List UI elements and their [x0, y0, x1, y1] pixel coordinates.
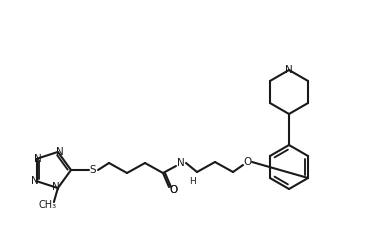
Text: N: N: [34, 154, 42, 164]
Text: N: N: [52, 182, 60, 192]
Text: O: O: [169, 185, 177, 195]
Text: S: S: [90, 165, 96, 175]
Text: CH₃: CH₃: [39, 200, 57, 210]
Text: N: N: [56, 147, 64, 157]
Text: O: O: [243, 157, 251, 167]
Text: H: H: [189, 177, 195, 186]
Text: N: N: [285, 65, 293, 75]
Text: O: O: [169, 185, 177, 195]
Text: N: N: [31, 176, 39, 186]
Text: N: N: [177, 158, 185, 168]
